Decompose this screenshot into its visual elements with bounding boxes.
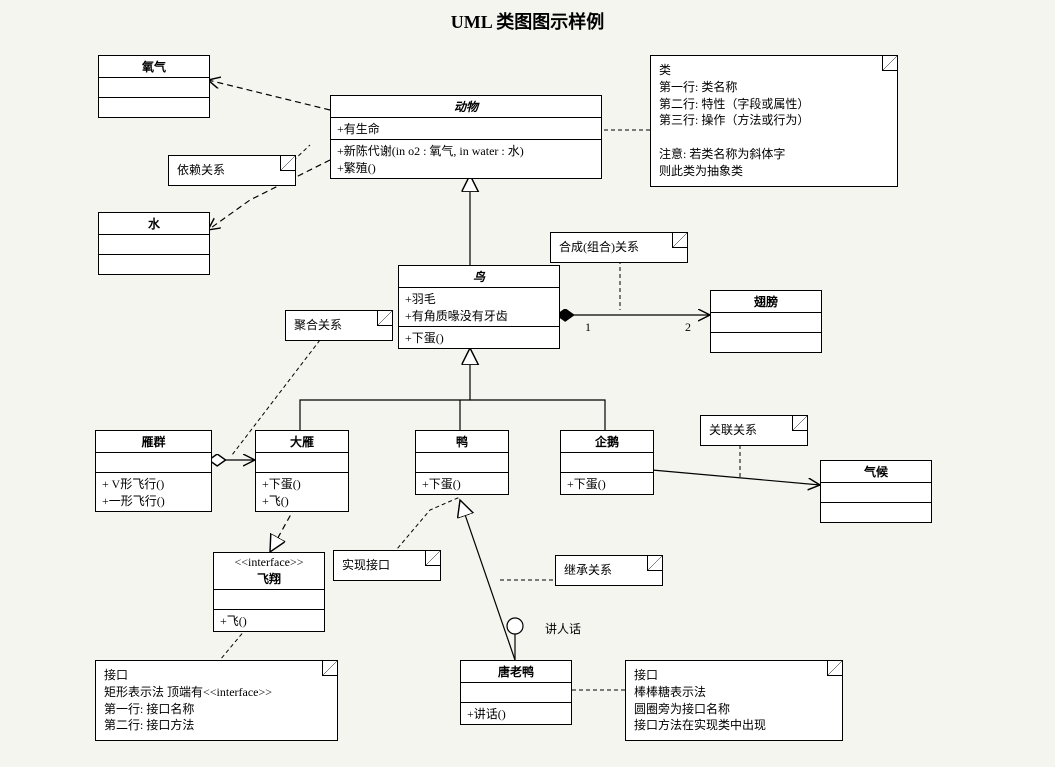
note-fold-icon xyxy=(882,56,897,71)
edge-assoc-penguin-climate xyxy=(652,470,820,485)
class-attrs: +羽毛+有角质喙没有牙齿 xyxy=(399,288,559,327)
edge-inh-goose xyxy=(300,348,470,430)
class-attrs: +有生命 xyxy=(331,118,601,140)
note-fold-icon xyxy=(280,156,295,171)
note-fold-icon xyxy=(672,233,687,248)
class-ops: +下蛋() xyxy=(416,473,508,494)
class-attrs xyxy=(561,453,653,473)
class-name: 大雁 xyxy=(256,431,348,453)
class-name: 鸟 xyxy=(399,266,559,288)
class-name: 气候 xyxy=(821,461,931,483)
edge-dep-oxygen xyxy=(208,80,330,110)
lollipop-circle xyxy=(507,618,523,634)
class-ops: +讲话() xyxy=(461,703,571,724)
class-name: 唐老鸭 xyxy=(461,661,571,683)
class-duck: 鸭 +下蛋() xyxy=(415,430,509,495)
class-ops: +下蛋() xyxy=(561,473,653,494)
class-ops xyxy=(99,98,209,117)
class-name: 鸭 xyxy=(416,431,508,453)
class-ops xyxy=(711,333,821,352)
class-attrs xyxy=(99,78,209,98)
class-attrs xyxy=(711,313,821,333)
note-fold-icon xyxy=(647,556,662,571)
edge-inh-penguin xyxy=(470,400,605,430)
class-flock: 雁群 + V形飞行()+一形飞行() xyxy=(95,430,212,512)
note-fold-icon xyxy=(425,551,440,566)
class-wildgoose: 大雁 +下蛋()+飞() xyxy=(255,430,349,512)
class-name: 企鹅 xyxy=(561,431,653,453)
note-dep: 依赖关系 xyxy=(168,155,296,186)
label-mult1: 1 xyxy=(585,320,591,335)
class-name: 雁群 xyxy=(96,431,211,453)
class-ops: +新陈代谢(in o2 : 氧气, in water : 水)+繁殖() xyxy=(331,140,601,178)
class-fly_iface: <<interface>>飞翔 +飞() xyxy=(213,552,325,632)
edge-inh-donald-duck xyxy=(460,500,515,660)
note-comp: 合成(组合)关系 xyxy=(550,232,688,263)
class-attrs xyxy=(256,453,348,473)
note-fold-icon xyxy=(792,416,807,431)
note-fold-icon xyxy=(322,661,337,676)
note-fold-icon xyxy=(827,661,842,676)
class-water: 水 xyxy=(98,212,210,275)
class-attrs xyxy=(99,235,209,255)
class-name: 翅膀 xyxy=(711,291,821,313)
class-attrs xyxy=(821,483,931,503)
note-lollipop: 接口棒棒糖表示法圆圈旁为接口名称接口方法在实现类中出现 xyxy=(625,660,843,741)
page-title: UML 类图图示样例 xyxy=(0,8,1055,34)
note-iface_note: 接口矩形表示法 顶端有<<interface>>第一行: 接口名称第二行: 接口… xyxy=(95,660,338,741)
class-animal: 动物+有生命+新陈代谢(in o2 : 氧气, in water : 水)+繁殖… xyxy=(330,95,602,179)
class-name: <<interface>>飞翔 xyxy=(214,553,324,590)
class-bird: 鸟+羽毛+有角质喙没有牙齿+下蛋() xyxy=(398,265,560,349)
class-penguin: 企鹅 +下蛋() xyxy=(560,430,654,495)
class-name: 水 xyxy=(99,213,209,235)
class-donald: 唐老鸭 +讲话() xyxy=(460,660,572,725)
class-attrs xyxy=(416,453,508,473)
class-name: 氧气 xyxy=(99,56,209,78)
note-agg: 聚合关系 xyxy=(285,310,393,341)
class-wing: 翅膀 xyxy=(710,290,822,353)
class-ops xyxy=(99,255,209,274)
note-assoc: 关联关系 xyxy=(700,415,808,446)
class-ops: + V形飞行()+一形飞行() xyxy=(96,473,211,511)
class-ops: +下蛋() xyxy=(399,327,559,348)
class-climate: 气候 xyxy=(820,460,932,523)
class-attrs xyxy=(214,590,324,610)
note-class_desc: 类第一行: 类名称第二行: 特性（字段或属性）第三行: 操作（方法或行为） 注意… xyxy=(650,55,898,187)
class-ops: +飞() xyxy=(214,610,324,631)
class-attrs xyxy=(461,683,571,703)
class-ops xyxy=(821,503,931,522)
class-attrs xyxy=(96,453,211,473)
label-mult2: 2 xyxy=(685,320,691,335)
class-name: 动物 xyxy=(331,96,601,118)
note-inh: 继承关系 xyxy=(555,555,663,586)
class-oxygen: 氧气 xyxy=(98,55,210,118)
class-ops: +下蛋()+飞() xyxy=(256,473,348,511)
note-impl: 实现接口 xyxy=(333,550,441,581)
label-speak: 讲人话 xyxy=(545,620,581,637)
note-fold-icon xyxy=(377,311,392,326)
